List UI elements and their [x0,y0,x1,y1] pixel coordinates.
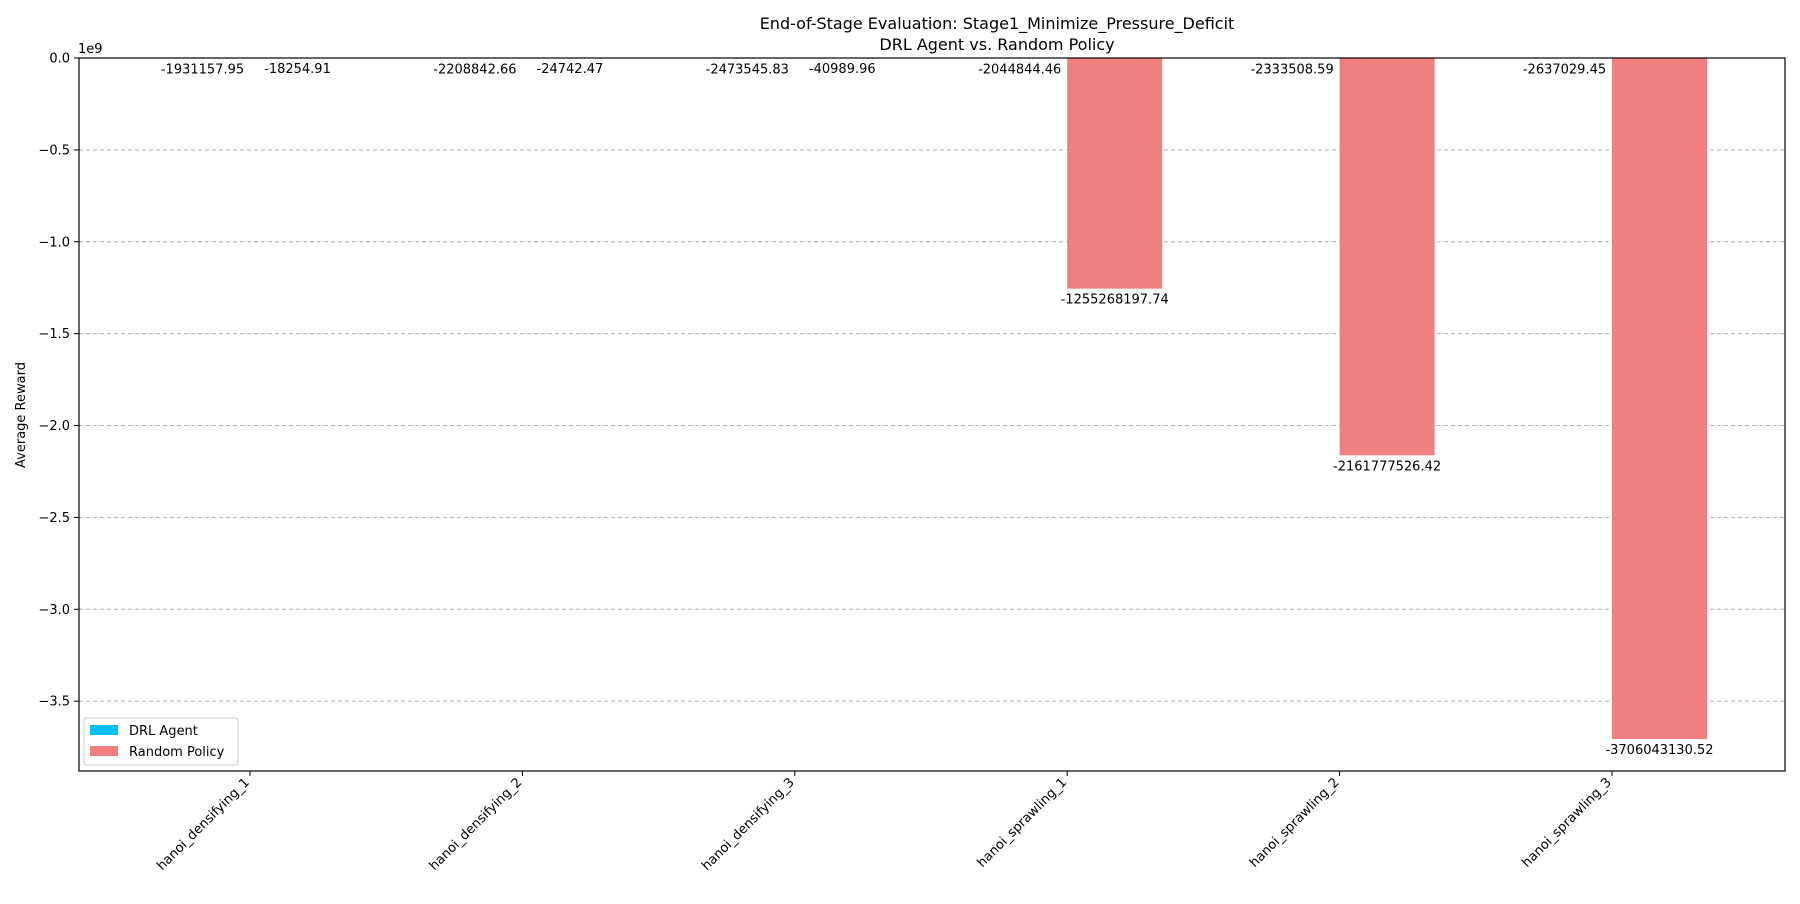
legend-label-drl-agent: DRL Agent [129,724,198,739]
bar-label-random-policy-hanoi-densifying-3: -40989.96 [809,62,876,77]
bar-random-policy-hanoi-sprawling-1 [1067,58,1162,289]
bar-label-drl-agent-hanoi-densifying-1: -1931157.95 [161,62,244,77]
bar-label-random-policy-hanoi-sprawling-1: -1255268197.74 [1061,293,1169,308]
y-tick-label: −2.0 [38,419,70,434]
legend-swatch-drl-agent [90,725,118,735]
bar-label-random-policy-hanoi-sprawling-3: -3706043130.52 [1605,743,1713,758]
bar-label-drl-agent-hanoi-sprawling-1: -2044844.46 [978,62,1061,77]
y-tick-label: −3.0 [38,603,70,618]
bar-label-drl-agent-hanoi-densifying-3: -2473545.83 [706,62,789,77]
y-tick-label: −1.5 [38,327,70,342]
bar-label-random-policy-hanoi-densifying-2: -24742.47 [537,62,604,77]
y-offset-label: 1e9 [78,42,103,57]
bar-label-drl-agent-hanoi-sprawling-3: -2637029.45 [1523,62,1606,77]
bar-random-policy-hanoi-sprawling-3 [1612,58,1707,739]
bar-label-drl-agent-hanoi-densifying-2: -2208842.66 [433,62,516,77]
y-tick-label: −0.5 [38,143,70,158]
legend: DRL Agent Random Policy [84,718,238,765]
y-axis-label: Average Reward [14,362,29,468]
bar-label-random-policy-hanoi-sprawling-2: -2161777526.42 [1333,459,1441,474]
bar-label-random-policy-hanoi-densifying-1: -18254.91 [264,62,331,77]
y-tick-label: −2.5 [38,511,70,526]
y-tick-label: 0.0 [49,52,70,67]
bar-label-drl-agent-hanoi-sprawling-2: -2333508.59 [1250,62,1333,77]
legend-label-random-policy: Random Policy [129,745,225,760]
chart-title: End-of-Stage Evaluation: Stage1_Minimize… [760,14,1235,34]
bar-random-policy-hanoi-sprawling-2 [1340,58,1435,455]
y-tick-label: −1.0 [38,235,70,250]
chart-subtitle: DRL Agent vs. Random Policy [879,35,1114,54]
y-tick-label: −3.5 [38,695,70,710]
legend-swatch-random-policy [90,746,118,756]
